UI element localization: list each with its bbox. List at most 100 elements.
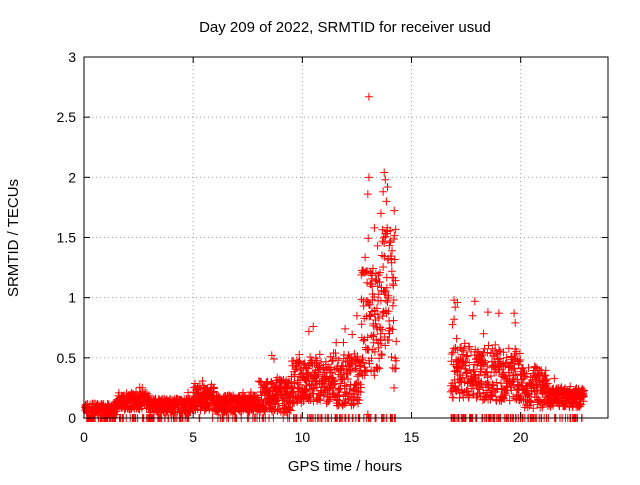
data-point	[479, 329, 488, 338]
data-point	[310, 384, 319, 393]
y-tick-label: 1	[68, 290, 76, 306]
data-point	[297, 364, 306, 373]
data-point	[380, 168, 389, 177]
data-point	[341, 390, 350, 399]
data-point	[450, 315, 459, 324]
data-point	[390, 231, 399, 240]
data-point	[449, 344, 458, 353]
data-point	[477, 365, 486, 374]
data-point	[392, 356, 401, 365]
data-point	[388, 325, 397, 334]
data-point	[543, 379, 552, 388]
data-point	[315, 395, 324, 404]
data-point	[483, 308, 492, 317]
data-point	[285, 405, 294, 414]
data-point	[451, 303, 460, 312]
data-point	[374, 314, 383, 323]
data-point	[500, 395, 509, 404]
data-point	[327, 357, 336, 366]
data-point	[366, 312, 375, 321]
data-point	[470, 297, 479, 306]
data-point	[462, 351, 471, 360]
data-point	[521, 395, 530, 404]
data-point	[328, 373, 337, 382]
data-point	[516, 355, 525, 364]
y-tick-label: 0.5	[57, 350, 77, 366]
data-point	[511, 355, 520, 364]
data-point	[511, 318, 520, 327]
data-point	[522, 369, 531, 378]
data-point	[354, 399, 363, 408]
data-point	[464, 391, 473, 400]
data-point	[376, 339, 385, 348]
data-point	[381, 341, 390, 350]
data-point	[391, 276, 400, 285]
data-point	[210, 383, 219, 392]
data-point	[325, 384, 334, 393]
data-point	[384, 335, 393, 344]
data-point	[360, 335, 369, 344]
data-point	[311, 354, 320, 363]
data-point	[505, 396, 514, 405]
data-point	[369, 330, 378, 339]
data-point	[324, 397, 333, 406]
y-tick-label: 0	[68, 410, 76, 426]
data-point	[469, 365, 478, 374]
data-point	[267, 378, 276, 387]
data-point	[390, 383, 399, 392]
data-point	[523, 391, 532, 400]
data-point	[304, 327, 313, 336]
data-point	[457, 350, 466, 359]
data-point	[363, 333, 372, 342]
data-point	[499, 348, 508, 357]
data-point	[385, 241, 394, 250]
data-point	[502, 391, 511, 400]
data-point	[391, 364, 400, 373]
data-point	[359, 336, 368, 345]
data-point	[379, 233, 388, 242]
data-point	[524, 363, 533, 372]
data-point	[345, 384, 354, 393]
data-point	[483, 373, 492, 382]
data-point	[480, 356, 489, 365]
y-axis-label: SRMTID / TECUs	[5, 179, 22, 297]
data-point	[476, 379, 485, 388]
data-point	[269, 355, 278, 364]
data-point	[339, 338, 348, 347]
data-point	[184, 388, 193, 397]
data-point	[306, 353, 315, 362]
data-point	[132, 387, 141, 396]
data-point	[376, 209, 385, 218]
data-point	[349, 400, 358, 409]
x-tick-label: 15	[404, 429, 420, 445]
data-point	[452, 334, 461, 343]
data-point	[550, 374, 559, 383]
data-point	[351, 364, 360, 373]
data-point	[484, 341, 493, 350]
chart-title: Day 209 of 2022, SRMTID for receiver usu…	[199, 19, 491, 36]
data-point	[346, 366, 355, 375]
data-point	[510, 364, 519, 373]
data-point	[497, 360, 506, 369]
data-point	[481, 368, 490, 377]
data-point	[479, 349, 488, 358]
data-point	[499, 373, 508, 382]
data-point	[517, 364, 526, 373]
data-point	[379, 187, 388, 196]
data-point	[348, 330, 357, 339]
data-point	[472, 393, 481, 402]
data-point	[365, 359, 374, 368]
data-point	[382, 197, 391, 206]
data-point	[353, 372, 362, 381]
data-point	[389, 316, 398, 325]
data-point	[459, 356, 468, 365]
data-point	[326, 394, 335, 403]
data-point	[373, 282, 382, 291]
data-point	[483, 348, 492, 357]
data-point	[495, 345, 504, 354]
data-point	[497, 379, 506, 388]
data-point	[359, 358, 368, 367]
data-point	[386, 236, 395, 245]
data-point	[352, 311, 361, 320]
